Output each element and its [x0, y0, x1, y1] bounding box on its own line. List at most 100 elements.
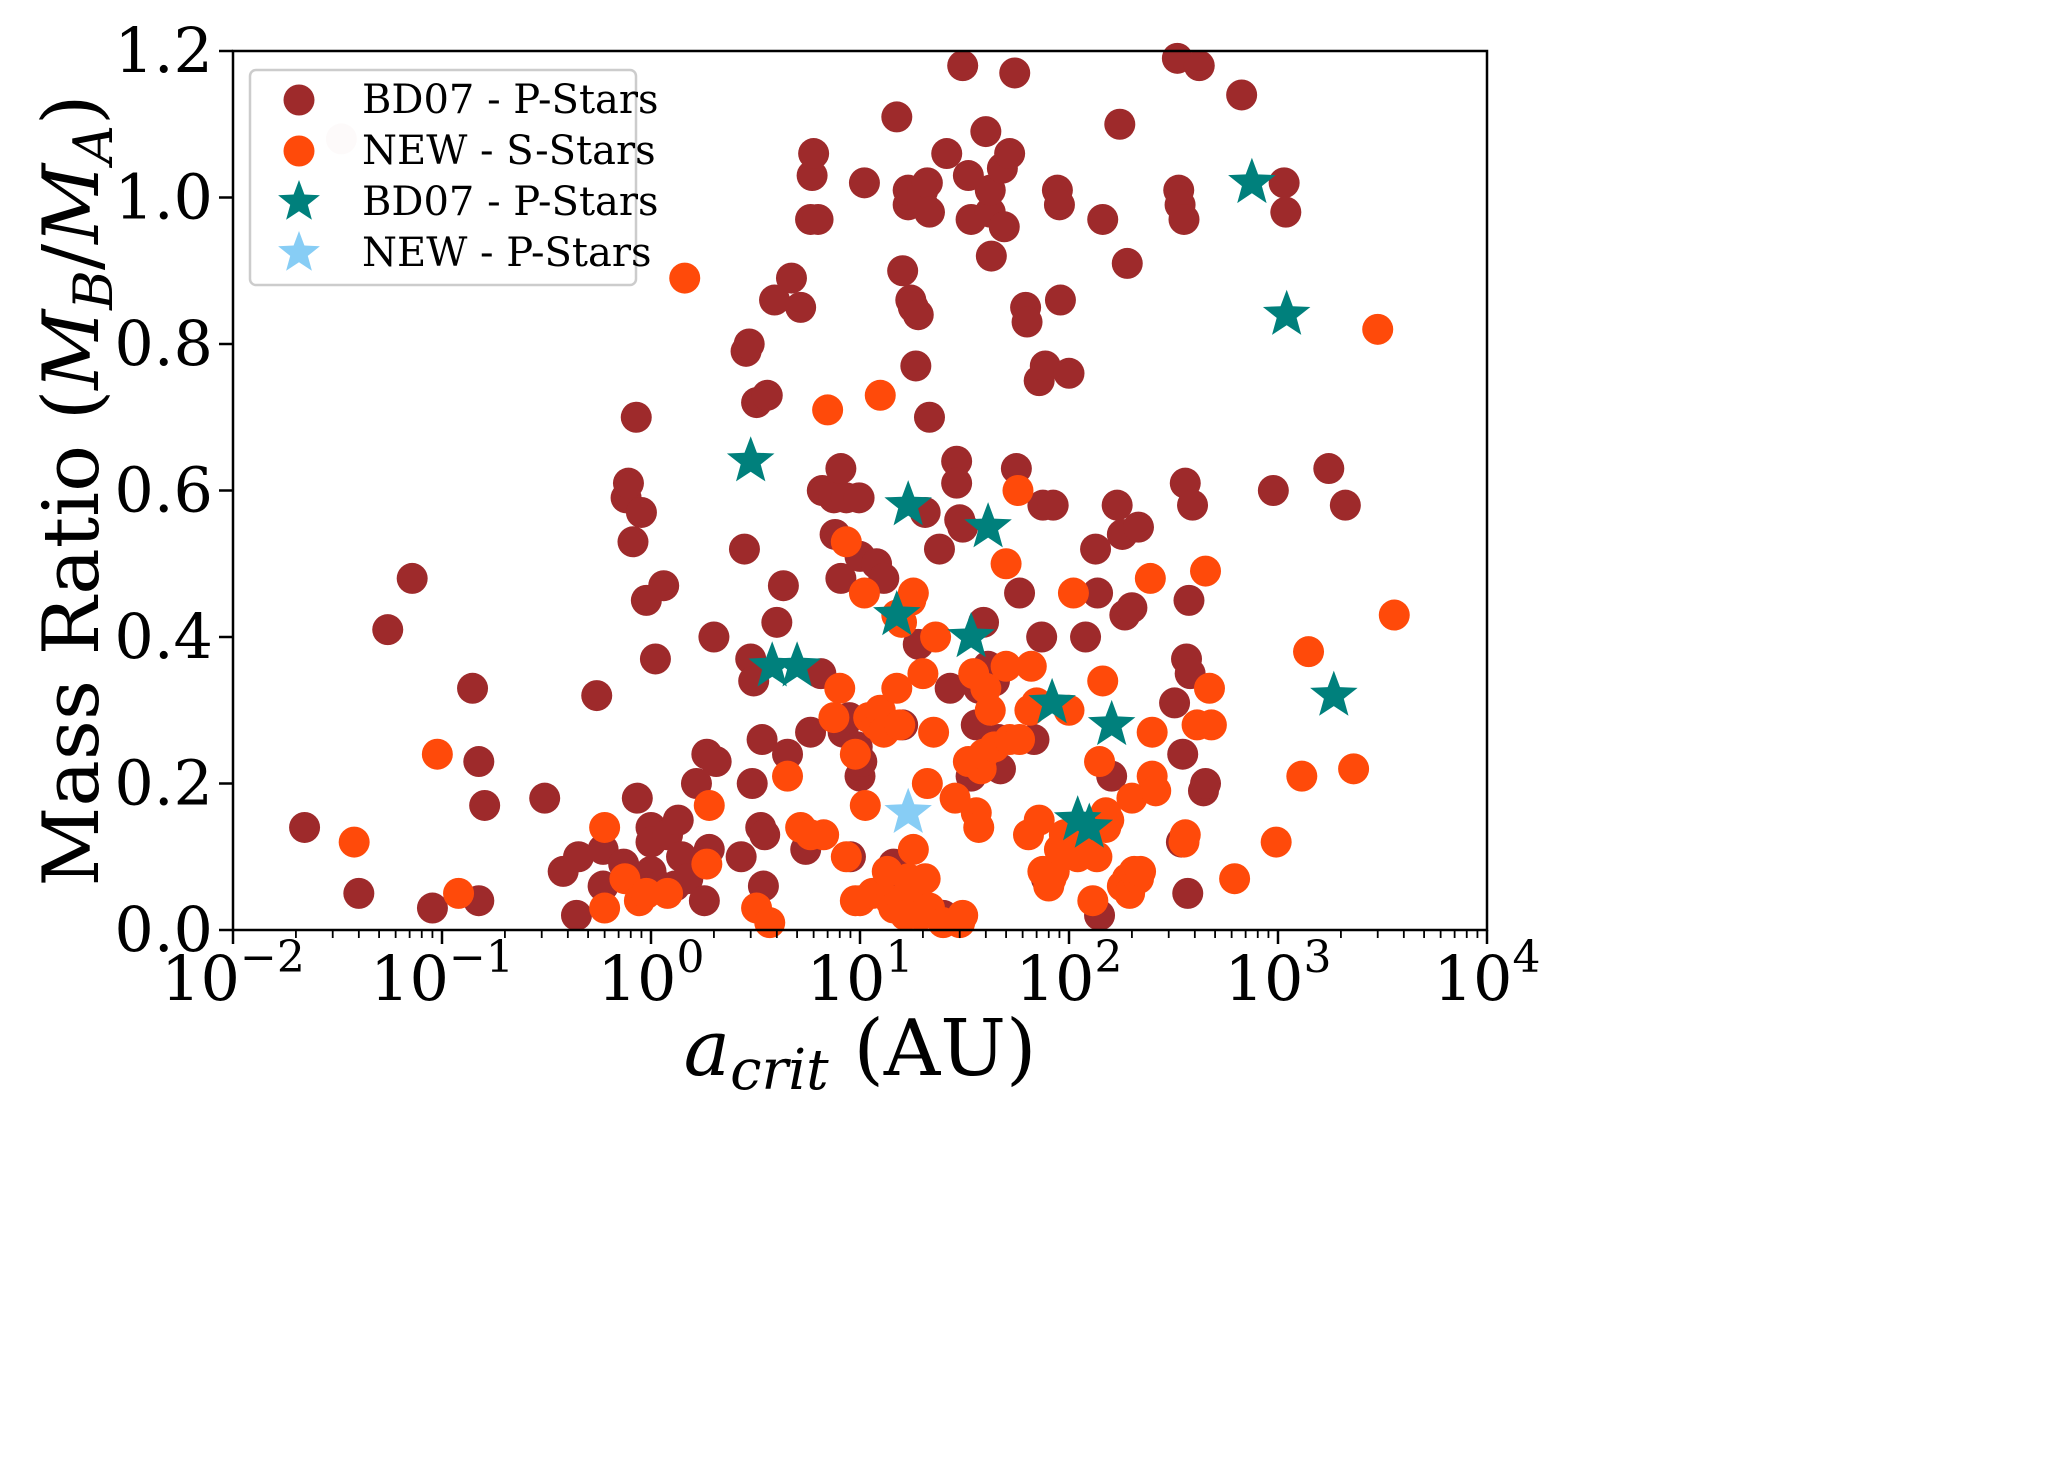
- legend-label-new-s-stars: NEW - S-Stars: [362, 128, 656, 174]
- x-tick-label: 102: [1016, 932, 1123, 1015]
- circle-point-s1-24: [839, 738, 871, 770]
- circle-point-s0-176: [1270, 196, 1302, 228]
- circle-point-s0-87: [887, 255, 919, 287]
- circle-point-s1-107: [1169, 819, 1201, 851]
- circle-point-s0-139: [1037, 489, 1069, 521]
- star-point-s2-5: [947, 612, 995, 658]
- circle-point-s1-105: [1140, 775, 1172, 807]
- circle-point-s0-94: [902, 299, 934, 331]
- circle-point-s0-177: [1313, 453, 1345, 485]
- circle-point-s1-112: [1219, 863, 1251, 895]
- circle-point-s0-99: [911, 167, 943, 199]
- circle-point-s1-19: [824, 672, 856, 704]
- star-point-s2-7: [1028, 677, 1076, 724]
- circle-point-s0-126: [988, 211, 1020, 243]
- circle-point-s0-58: [775, 262, 807, 294]
- circle-point-s0-2: [372, 614, 404, 646]
- legend-star-marker: [278, 231, 320, 271]
- circle-point-s0-121: [975, 240, 1007, 272]
- y-axis-title-prefix: Mass Ratio (: [27, 390, 117, 887]
- circle-point-s0-166: [1172, 877, 1204, 909]
- circle-point-s0-104: [931, 138, 963, 170]
- circle-point-s1-10: [691, 848, 723, 880]
- y-tick-label: 0.4: [114, 600, 213, 673]
- circle-point-s0-178: [1329, 489, 1361, 521]
- circle-point-s1-26: [848, 577, 880, 609]
- circle-point-s1-37: [881, 672, 913, 704]
- circle-point-s1-109: [1190, 555, 1222, 587]
- circle-point-s1-14: [772, 760, 804, 792]
- circle-point-s0-145: [1082, 577, 1114, 609]
- circle-point-s0-54: [759, 284, 791, 316]
- y-tick-label: 1.2: [114, 14, 213, 87]
- circle-point-s0-132: [1011, 306, 1043, 338]
- x-axis-title: acrit (AU): [684, 1004, 1037, 1103]
- circle-point-s0-128: [999, 57, 1031, 89]
- legend: BD07 - P-Stars NEW - S-Stars BD07 - P-St…: [248, 68, 659, 287]
- circle-point-s0-172: [1190, 768, 1222, 799]
- star-point-s2-4: [884, 480, 932, 526]
- circle-point-s0-130: [1004, 577, 1036, 609]
- circle-point-s0-50: [746, 724, 778, 756]
- circle-point-s0-20: [620, 401, 652, 433]
- circle-point-s1-51: [911, 768, 943, 799]
- x-tick-label: 10−2: [161, 932, 305, 1015]
- circle-point-s0-9: [529, 782, 561, 814]
- circle-point-s0-39: [698, 621, 730, 653]
- circle-point-s1-7: [630, 877, 662, 909]
- star-point-s2-13: [1310, 670, 1358, 716]
- star-point-s2-10: [1087, 699, 1136, 746]
- circle-point-s1-91: [1087, 665, 1119, 697]
- circle-point-s1-17: [808, 819, 840, 851]
- circle-point-s0-135: [1026, 621, 1058, 653]
- y-tick-label: 0.6: [114, 454, 213, 527]
- circle-point-s1-21: [830, 526, 862, 558]
- y-tick-label: 0.8: [114, 307, 213, 380]
- circle-point-s0-170: [1183, 50, 1215, 82]
- circle-point-s0-155: [1116, 592, 1148, 624]
- legend-circle-marker: [283, 135, 315, 167]
- circle-point-s0-63: [796, 160, 828, 192]
- circle-point-s0-59: [785, 291, 817, 323]
- circle-point-s1-85: [1057, 577, 1089, 609]
- circle-point-s0-52: [749, 819, 781, 851]
- circle-point-s0-137: [1029, 350, 1061, 382]
- circle-point-s1-89: [1081, 841, 1113, 873]
- circle-point-s1-118: [1378, 599, 1410, 631]
- circle-point-s0-102: [923, 533, 955, 565]
- circle-point-s0-110: [947, 511, 979, 543]
- circle-point-s1-45: [897, 577, 929, 609]
- circle-point-s1-113: [1260, 826, 1292, 858]
- circle-point-s0-12: [563, 841, 595, 873]
- circle-point-s0-174: [1257, 475, 1289, 506]
- circle-point-s0-105: [934, 672, 966, 704]
- circle-point-s0-127: [994, 138, 1026, 170]
- circle-point-s1-98: [1116, 782, 1148, 814]
- circle-point-s1-0: [338, 826, 370, 858]
- circle-point-s0-108: [947, 50, 979, 82]
- circle-point-s0-173: [1226, 79, 1258, 111]
- circle-point-s0-151: [1104, 108, 1136, 140]
- circle-point-s0-27: [639, 643, 671, 675]
- circle-point-s0-65: [802, 203, 834, 235]
- x-tick-label: 100: [598, 932, 705, 1015]
- circle-point-s1-54: [920, 621, 952, 653]
- circle-point-s0-22: [625, 496, 657, 528]
- circle-point-s0-41: [725, 841, 757, 873]
- circle-point-s1-115: [1293, 636, 1325, 668]
- circle-point-s0-93: [900, 350, 932, 382]
- circle-point-s1-75: [1015, 650, 1047, 682]
- circle-point-s1-114: [1286, 760, 1318, 792]
- circle-point-s0-175: [1268, 167, 1300, 199]
- circle-point-s1-58: [947, 899, 979, 931]
- y-axis-title: Mass Ratio (MB/MA): [27, 95, 125, 887]
- circle-point-s0-167: [1173, 584, 1205, 616]
- star-point-s3-0: [884, 787, 932, 833]
- circle-point-s1-90: [1084, 746, 1116, 778]
- circle-point-s1-69: [990, 650, 1022, 682]
- circle-point-s0-143: [1053, 357, 1085, 389]
- circle-point-s0-4: [416, 892, 448, 924]
- circle-point-s0-0: [289, 811, 321, 843]
- legend-label-bd07-p-stars-circle: BD07 - P-Stars: [362, 77, 659, 123]
